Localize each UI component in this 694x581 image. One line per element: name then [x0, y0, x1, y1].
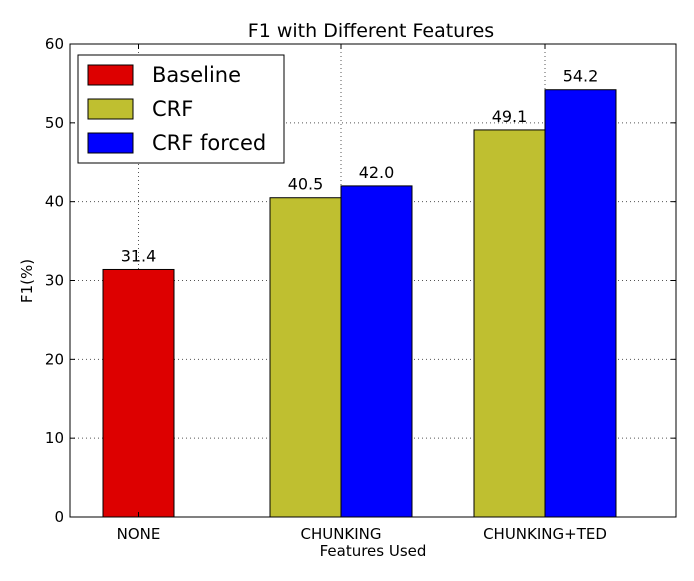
- legend-swatch: [87, 64, 134, 86]
- data-label: 54.2: [563, 67, 599, 86]
- legend-swatch: [87, 132, 134, 154]
- y-axis-title: F1(%): [18, 259, 36, 303]
- legend-entry: CRF forced: [152, 131, 266, 155]
- y-axis-ticks: 0 10 20 30 40 50 60: [45, 35, 676, 526]
- x-tick-label: CHUNKING: [300, 525, 381, 543]
- legend-entry: Baseline: [152, 63, 241, 87]
- data-label: 42.0: [359, 163, 395, 182]
- x-axis-title: Features Used: [320, 542, 427, 560]
- bar: [473, 129, 546, 518]
- legend-swatch: [87, 98, 134, 120]
- y-tick-label: 10: [45, 429, 64, 447]
- chart-title: F1 with Different Features: [248, 20, 494, 42]
- bars: [102, 89, 617, 518]
- y-tick-label: 60: [45, 35, 64, 53]
- bar: [340, 185, 413, 518]
- y-tick-label: 30: [45, 272, 64, 290]
- data-labels: 31.4 40.5 49.1 42.0 54.2: [121, 67, 599, 266]
- bar: [544, 89, 617, 518]
- data-label: 49.1: [492, 107, 528, 126]
- x-tick-label: CHUNKING+TED: [483, 525, 607, 543]
- data-label: 31.4: [121, 246, 157, 265]
- bar: [102, 268, 175, 518]
- y-tick-label: 20: [45, 350, 64, 368]
- legend-entry: CRF: [152, 97, 193, 121]
- x-axis-ticks: NONE CHUNKING CHUNKING+TED: [117, 44, 607, 543]
- y-tick-label: 50: [45, 114, 64, 132]
- data-label: 40.5: [288, 175, 324, 194]
- y-tick-label: 40: [45, 193, 64, 211]
- legend: Baseline CRF CRF forced: [77, 54, 285, 164]
- y-tick-label: 0: [54, 508, 64, 526]
- x-tick-label: NONE: [117, 525, 161, 543]
- bar: [269, 197, 342, 518]
